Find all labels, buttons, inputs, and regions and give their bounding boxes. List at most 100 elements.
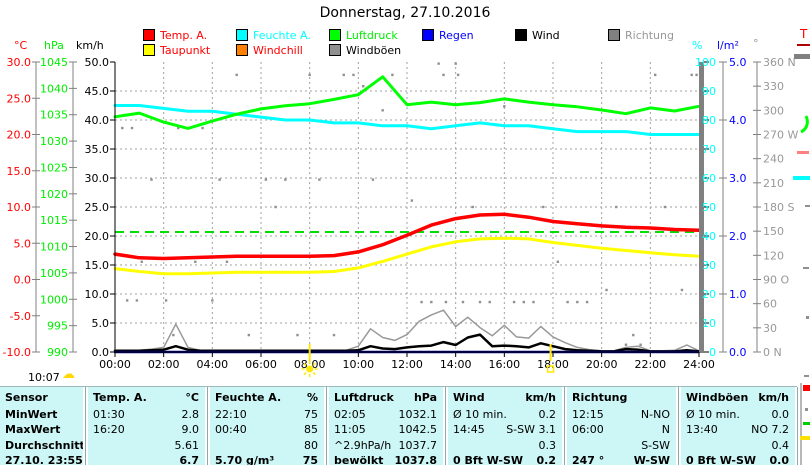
cell-left: 11:05 — [334, 423, 366, 436]
wind-direction-dot — [624, 343, 628, 346]
wind-direction-dot — [264, 178, 268, 181]
legend-swatch — [143, 29, 155, 41]
column-unit: °C — [185, 391, 199, 404]
legend-swatch — [422, 29, 434, 41]
tick-label: 995 — [47, 320, 68, 333]
wind-direction-dot — [125, 299, 129, 302]
table-separator — [205, 387, 210, 465]
wind-direction-dot — [542, 205, 545, 209]
windb-en-series — [114, 309, 700, 352]
page-title: Donnerstag, 27.10.2016 — [319, 5, 491, 21]
wind-direction-dot — [225, 260, 229, 263]
tick-label: 40 — [702, 230, 716, 243]
tick-label: 1030 — [40, 135, 68, 148]
time-tick-label: 14:00 — [440, 358, 472, 371]
table-row: MaxWert — [0, 423, 83, 437]
cell-value: 0.3 — [538, 439, 557, 452]
column-label: Luftdruck — [334, 391, 394, 404]
table-row: MinWert — [0, 408, 83, 422]
column-label: Feuchte A. — [215, 391, 282, 404]
tick-label: 1.0 — [729, 288, 747, 301]
table-row: 80 — [210, 439, 323, 453]
wind-direction-dot — [488, 300, 491, 304]
column-unit: hPa — [413, 391, 437, 404]
tick-label: 1005 — [40, 267, 68, 280]
tick-label: 0 N — [763, 346, 782, 359]
cell-left: 13:40 — [686, 423, 718, 436]
legend-swatch — [515, 29, 527, 41]
tick-label: 15.0 — [7, 165, 32, 178]
table-row: 01:30 2.8 — [88, 408, 204, 422]
wind-direction-dot — [456, 73, 460, 77]
footer-time: 10:07 — [28, 371, 60, 384]
tick-label: 3.0 — [729, 172, 747, 185]
time-tick-label: 04:00 — [196, 358, 228, 371]
tick-label: 1025 — [40, 161, 68, 174]
wind-direction-dot — [532, 300, 535, 304]
time-tick-label: 00:00 — [99, 358, 131, 371]
tick-label: 1035 — [40, 109, 68, 122]
column-label: Temp. A. — [93, 391, 147, 404]
table-row: 5.70 g/m³ 75 — [210, 454, 323, 465]
legend-swatch — [143, 44, 155, 56]
wind-direction-dot — [177, 126, 180, 130]
cell-left: ^2.9hPa/h — [334, 439, 392, 452]
tick-label: 90 O — [763, 274, 789, 287]
tick-label: 10 — [702, 317, 716, 330]
temp-a--series — [113, 212, 701, 261]
wind-direction-dot — [342, 73, 345, 77]
table-row: 0 Bft W-SW 0.0 — [681, 454, 794, 465]
wind-direction-dot — [211, 299, 214, 302]
cell-value: 6.7 — [179, 454, 200, 465]
column-label: Richtung — [572, 391, 628, 404]
wind-direction-dot — [247, 333, 251, 337]
wind-direction-dot — [235, 73, 238, 77]
wind-direction-dot — [362, 84, 365, 88]
tick-label: 15.0 — [85, 259, 110, 272]
tick-label: 5.0 — [729, 56, 747, 69]
wind-direction-dot — [639, 343, 642, 346]
wind-direction-dot — [503, 105, 506, 108]
tick-label: 1000 — [40, 293, 68, 306]
wind-direction-dot — [135, 299, 139, 302]
wind-direction-dot — [576, 300, 579, 304]
table-row: 6.7 — [88, 454, 204, 465]
wind-direction-dot — [585, 300, 589, 304]
taupunkt-series — [113, 236, 701, 276]
wind-direction-dot — [605, 288, 608, 292]
tick-label: 0.0 — [14, 274, 32, 287]
legend-label: Regen — [439, 28, 474, 42]
wind-direction-dot — [471, 205, 474, 209]
legend-swatch — [236, 29, 248, 41]
wind-direction-dot — [522, 300, 525, 304]
legend-label: Wind — [532, 28, 560, 42]
table-row: Luftdruck hPa — [329, 391, 442, 405]
table-row: 11:05 1042.5 — [329, 423, 442, 437]
tick-label: 35.0 — [85, 143, 110, 156]
cell-value: 80 — [304, 439, 318, 452]
cell-value: 1037.8 — [394, 454, 437, 465]
column-unit: km/h — [758, 391, 789, 404]
tick-label: 990 — [47, 346, 68, 359]
time-tick-label: 22:00 — [634, 358, 666, 371]
table-row: Wind km/h — [448, 391, 561, 405]
table-col-feuchte-a-: Feuchte A.% 22:10 75 00:40 85 80 5.70 g/m³ 75 — [210, 387, 323, 465]
cell-value: 0.0 — [771, 408, 790, 421]
legend-wind: Wind — [515, 28, 560, 42]
table-col-wind: Wind km/h Ø 10 min. 0.2 14:45 S-SW 3.1 0.3 0 Bf… — [448, 387, 561, 465]
row-header: Durchschnitt — [5, 439, 83, 452]
tick-label: 330 — [763, 80, 784, 93]
legend-swatch — [329, 29, 341, 41]
table-row: Durchschnitt — [0, 439, 83, 453]
wind-direction-dot — [663, 205, 667, 209]
wind-direction-dot — [566, 300, 569, 304]
cell-left: Ø 10 min. — [453, 408, 507, 421]
tick-label: 10.0 — [7, 201, 32, 214]
axis-unit-C: °C — [14, 39, 28, 52]
cell-value: 1042.5 — [398, 423, 438, 436]
wind-direction-dot — [218, 178, 221, 181]
wind-direction-dot — [461, 300, 465, 304]
tick-label: 20.0 — [85, 230, 110, 243]
cell-value: 0.2 — [538, 408, 557, 421]
